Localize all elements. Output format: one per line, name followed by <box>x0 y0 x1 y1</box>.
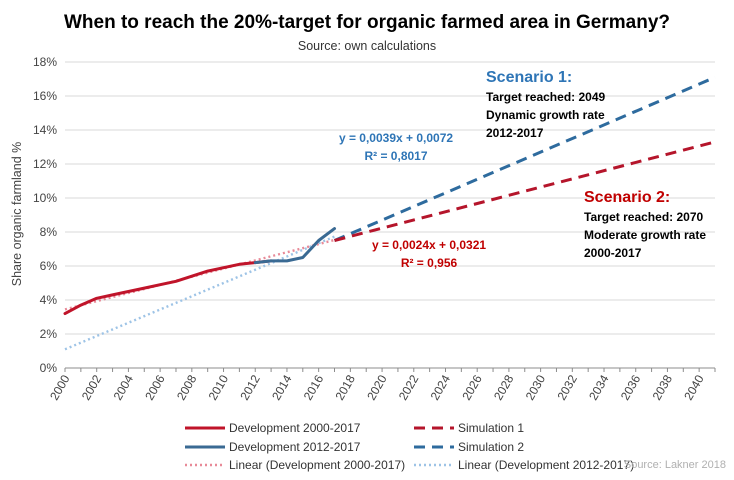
x-tick-label: 2020 <box>364 372 390 402</box>
y-axis-label: Share organic farmland % <box>10 142 24 287</box>
x-tick-label: 2026 <box>459 372 485 402</box>
legend-label: Linear (Development 2012-2017) <box>458 458 634 472</box>
x-tick-label: 2018 <box>332 372 358 402</box>
y-tick-label: 2% <box>40 327 58 341</box>
x-tick-label: 2032 <box>554 372 580 402</box>
y-tick-label: 18% <box>33 55 57 69</box>
series-line-linear-development-2000-2017 <box>64 238 335 311</box>
legend-label: Simulation 1 <box>458 421 524 435</box>
series-line-development-2000-2017 <box>63 259 273 316</box>
scenario-1-line-2: Dynamic growth rate <box>486 108 605 122</box>
legend-label: Development 2000-2017 <box>229 421 361 435</box>
equation-2-line-2: R² = 0,956 <box>401 256 458 270</box>
scenario-1-line-3: 2012-2017 <box>486 126 544 140</box>
chart-subtitle: Source: own calculations <box>298 39 436 53</box>
y-tick-label: 10% <box>33 191 57 205</box>
scenario-2-line-2: Moderate growth rate <box>584 228 706 242</box>
y-tick-label: 16% <box>33 89 57 103</box>
legend-label: Simulation 2 <box>458 440 524 454</box>
x-tick-label: 2022 <box>396 372 422 402</box>
series-layer <box>63 75 716 351</box>
x-tick-label: 2012 <box>237 372 263 402</box>
x-tick-label: 2004 <box>111 372 137 402</box>
x-tick-label: 2038 <box>650 372 676 402</box>
x-tick-labels: 2000 2002 2004 2006 2008 2010 2012 2014 2016 2018… <box>47 368 716 403</box>
y-tick-label: 6% <box>40 259 58 273</box>
chart-title: When to reach the 20%-target for organic… <box>64 12 670 33</box>
y-gridlines <box>65 61 715 369</box>
x-tick-label: 2034 <box>586 372 612 402</box>
scenario-2-title: Scenario 2: <box>584 189 670 206</box>
y-tick-label: 12% <box>33 157 57 171</box>
y-tick-label: 4% <box>40 293 58 307</box>
x-tick-label: 2006 <box>142 372 168 402</box>
series-line-development-2012-2017 <box>253 227 337 265</box>
x-tick-label: 2040 <box>681 372 707 402</box>
x-tick-label: 2000 <box>47 372 73 402</box>
legend-label: Linear (Development 2000-2017) <box>229 458 405 472</box>
x-tick-label: 2024 <box>428 372 454 402</box>
x-tick-label: 2030 <box>523 372 549 402</box>
equation-1-line-1: y = 0,0039x + 0,0072 <box>339 131 453 145</box>
series-line-simulation-1 <box>333 75 716 242</box>
y-tick-label: 8% <box>40 225 58 239</box>
y-tick-labels: 0% 2% 4% 6% 8% 10% 12% 14% 16% 18% <box>33 55 57 375</box>
x-tick-label: 2036 <box>618 372 644 402</box>
y-tick-label: 14% <box>33 123 57 137</box>
series-line-simulation-2 <box>334 140 716 242</box>
scenario-1-title: Scenario 1: <box>486 69 572 86</box>
legend: Development 2000-2017 Simulation 1 Develop… <box>185 421 634 472</box>
scenario-2-line-1: Target reached: 2070 <box>584 210 703 224</box>
source-note: Source: Lakner 2018 <box>624 459 726 471</box>
x-tick-label: 2002 <box>79 372 105 402</box>
legend-label: Development 2012-2017 <box>229 440 361 454</box>
x-tick-label: 2028 <box>491 372 517 402</box>
equation-2-line-1: y = 0,0024x + 0,0321 <box>372 238 486 252</box>
equation-1-line-2: R² = 0,8017 <box>364 149 427 163</box>
x-tick-label: 2010 <box>206 372 232 402</box>
x-tick-label: 2016 <box>301 372 327 402</box>
series-line-linear-development-2012-2017 <box>64 235 335 351</box>
scenario-2-line-3: 2000-2017 <box>584 246 642 260</box>
x-tick-label: 2008 <box>174 372 200 402</box>
scenario-1-line-1: Target reached: 2049 <box>486 90 605 104</box>
x-tick-label: 2014 <box>269 372 295 402</box>
y-tick-label: 0% <box>40 361 58 375</box>
